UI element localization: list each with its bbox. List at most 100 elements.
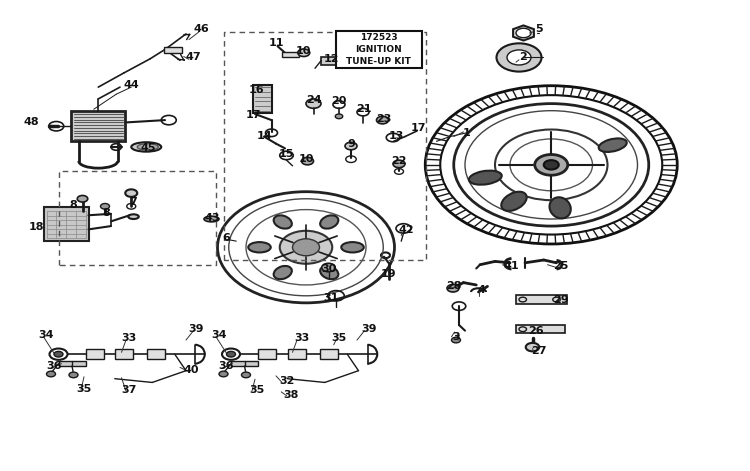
Bar bbox=[320, 349, 338, 359]
Text: 41: 41 bbox=[504, 261, 519, 271]
Circle shape bbox=[526, 343, 539, 351]
Circle shape bbox=[516, 28, 531, 38]
Text: 17: 17 bbox=[246, 110, 261, 121]
Text: 45: 45 bbox=[141, 143, 156, 154]
Text: 34: 34 bbox=[211, 330, 226, 341]
Circle shape bbox=[292, 239, 320, 256]
Circle shape bbox=[376, 116, 388, 124]
Text: 14: 14 bbox=[256, 130, 272, 141]
Bar bbox=[86, 349, 104, 359]
Ellipse shape bbox=[128, 214, 139, 219]
Circle shape bbox=[322, 263, 335, 272]
Bar bbox=[258, 349, 276, 359]
Text: 24: 24 bbox=[306, 95, 321, 105]
Ellipse shape bbox=[274, 266, 292, 279]
Text: 8: 8 bbox=[103, 208, 110, 218]
Text: 37: 37 bbox=[122, 385, 136, 395]
Bar bbox=[516, 325, 565, 333]
Text: 42: 42 bbox=[399, 225, 414, 235]
Text: 32: 32 bbox=[279, 375, 294, 386]
Circle shape bbox=[222, 349, 240, 360]
Text: 18: 18 bbox=[28, 222, 44, 232]
Bar bbox=[44, 207, 88, 241]
Circle shape bbox=[447, 284, 459, 292]
Text: 40: 40 bbox=[184, 365, 199, 375]
Text: 15: 15 bbox=[279, 149, 294, 160]
Text: 19: 19 bbox=[381, 269, 396, 279]
Bar bbox=[58, 361, 86, 366]
Text: 3: 3 bbox=[452, 332, 460, 342]
Text: 172523
IGNITION
TUNE-UP KIT: 172523 IGNITION TUNE-UP KIT bbox=[346, 33, 411, 66]
Text: 33: 33 bbox=[122, 333, 136, 343]
Circle shape bbox=[219, 371, 228, 377]
Text: 43: 43 bbox=[205, 212, 220, 223]
Text: 30: 30 bbox=[321, 264, 336, 275]
Circle shape bbox=[507, 50, 531, 65]
Ellipse shape bbox=[137, 144, 158, 150]
Ellipse shape bbox=[469, 171, 502, 185]
Bar bbox=[116, 349, 134, 359]
Ellipse shape bbox=[248, 242, 271, 252]
Text: 16: 16 bbox=[249, 85, 264, 96]
Ellipse shape bbox=[320, 215, 338, 228]
Text: 35: 35 bbox=[249, 385, 264, 395]
Ellipse shape bbox=[320, 266, 338, 279]
Bar bbox=[254, 85, 272, 113]
Text: 36: 36 bbox=[219, 361, 234, 372]
Text: 17: 17 bbox=[411, 123, 426, 133]
Text: 46: 46 bbox=[194, 24, 208, 34]
Text: 29: 29 bbox=[554, 295, 568, 306]
Text: 20: 20 bbox=[332, 96, 346, 106]
Bar bbox=[147, 349, 165, 359]
Text: 23: 23 bbox=[376, 114, 392, 124]
Circle shape bbox=[54, 351, 63, 357]
Text: 38: 38 bbox=[284, 390, 298, 400]
Text: 10: 10 bbox=[296, 46, 311, 56]
Text: 6: 6 bbox=[223, 233, 230, 243]
Text: 21: 21 bbox=[356, 104, 371, 114]
Text: 1: 1 bbox=[463, 128, 470, 138]
Text: 34: 34 bbox=[39, 330, 54, 341]
Circle shape bbox=[100, 203, 109, 209]
Circle shape bbox=[46, 371, 56, 377]
Circle shape bbox=[226, 351, 236, 357]
Text: 35: 35 bbox=[76, 383, 92, 394]
Text: 44: 44 bbox=[123, 80, 140, 90]
Bar bbox=[288, 349, 306, 359]
Circle shape bbox=[77, 195, 88, 202]
Bar bbox=[231, 361, 258, 366]
Circle shape bbox=[125, 189, 137, 197]
Bar bbox=[71, 111, 125, 141]
Circle shape bbox=[496, 43, 542, 72]
Text: 10: 10 bbox=[298, 154, 314, 164]
Ellipse shape bbox=[131, 142, 161, 152]
Circle shape bbox=[242, 372, 250, 378]
Text: 27: 27 bbox=[531, 346, 546, 356]
Circle shape bbox=[306, 99, 321, 108]
Ellipse shape bbox=[274, 215, 292, 228]
Text: 28: 28 bbox=[446, 281, 461, 292]
Ellipse shape bbox=[341, 242, 364, 252]
Ellipse shape bbox=[550, 197, 571, 219]
Text: 39: 39 bbox=[189, 324, 204, 334]
Text: 33: 33 bbox=[294, 333, 309, 343]
Bar bbox=[336, 31, 422, 68]
Text: 48: 48 bbox=[24, 117, 39, 128]
Bar bbox=[164, 47, 182, 53]
Text: 25: 25 bbox=[554, 261, 568, 271]
Circle shape bbox=[335, 114, 343, 119]
Ellipse shape bbox=[501, 192, 526, 211]
Text: 12: 12 bbox=[324, 54, 339, 64]
Text: 39: 39 bbox=[362, 324, 376, 334]
Text: 26: 26 bbox=[529, 325, 544, 336]
Bar bbox=[321, 57, 342, 65]
Circle shape bbox=[535, 154, 568, 175]
Circle shape bbox=[50, 349, 68, 360]
Circle shape bbox=[280, 231, 332, 264]
Circle shape bbox=[544, 160, 559, 170]
Text: 11: 11 bbox=[268, 38, 284, 49]
Text: 5: 5 bbox=[535, 24, 542, 34]
Bar bbox=[516, 295, 567, 304]
Text: 2: 2 bbox=[520, 52, 527, 63]
Text: 13: 13 bbox=[388, 130, 404, 141]
